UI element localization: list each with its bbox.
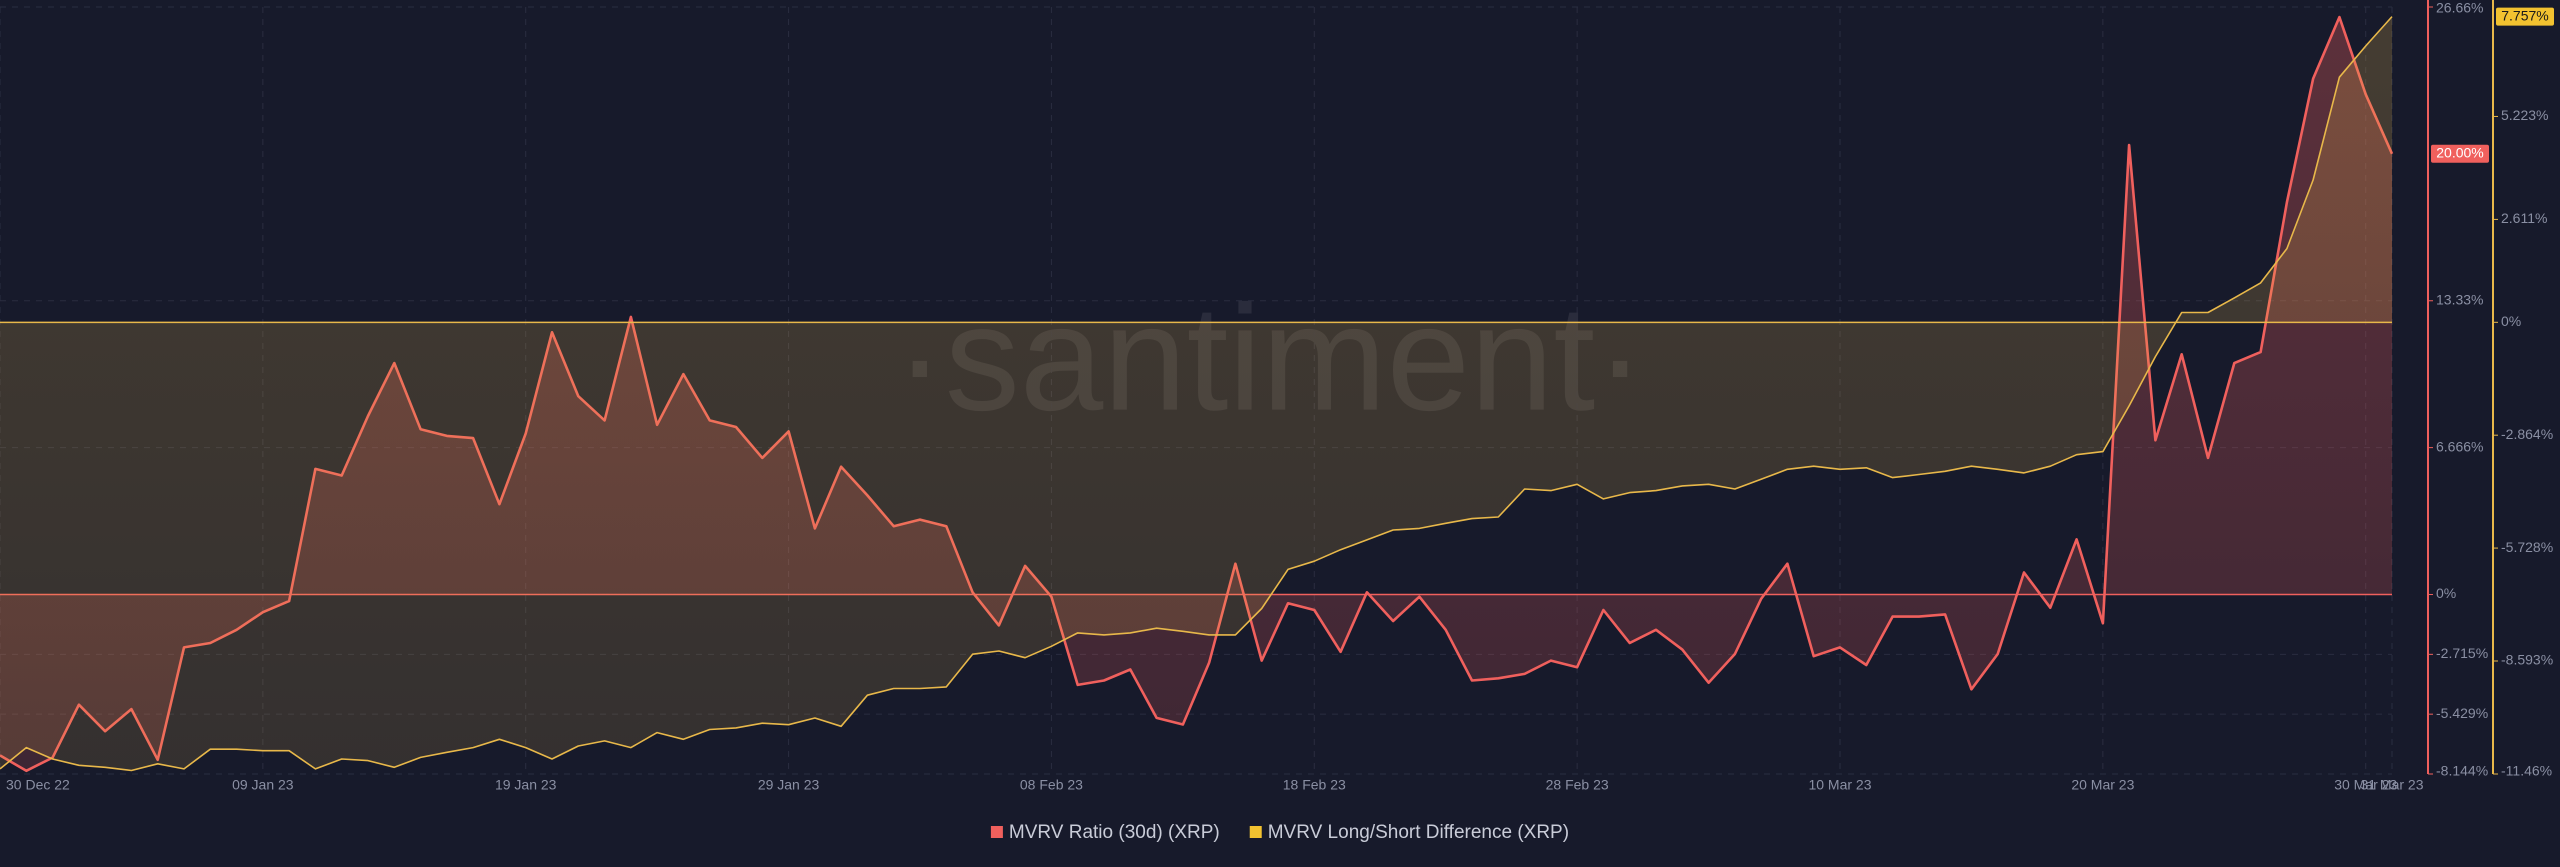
- y2-tick-label: -8.593%: [2501, 652, 2553, 668]
- y-tick-label: 26.66%: [2436, 0, 2483, 16]
- x-tick-label: 30 Mar 23: [2334, 777, 2397, 793]
- x-tick-label: 28 Feb 23: [1546, 777, 1609, 793]
- y-tick-label: 6.666%: [2436, 438, 2483, 454]
- x-tick-label: 30 Dec 22: [6, 777, 70, 793]
- area: [0, 16, 2392, 771]
- x-tick-label: 29 Jan 23: [758, 777, 820, 793]
- legend-item: MVRV Ratio (30d) (XRP): [990, 822, 1220, 843]
- y2-tick-label: 2.611%: [2501, 210, 2547, 226]
- current-value-label: 20.00%: [2436, 144, 2483, 160]
- legend-item: MVRV Long/Short Difference (XRP): [1249, 822, 1569, 843]
- current-value-box: [2431, 144, 2489, 163]
- y2-tick-label: -2.864%: [2501, 426, 2553, 442]
- current-value-label: 7.757%: [2501, 7, 2548, 23]
- y2-tick-label: 0%: [2501, 313, 2521, 329]
- y2-tick-label: -11.46%: [2501, 763, 2552, 779]
- x-tick-label: 10 Mar 23: [1808, 777, 1871, 793]
- legend: MVRV Ratio (30d) (XRP) MVRV Long/Short Di…: [990, 822, 1569, 843]
- current-value-box: [2496, 7, 2554, 26]
- legend-swatch: [1249, 826, 1262, 838]
- y-tick-label: 13.33%: [2436, 291, 2483, 307]
- x-tick-label: 19 Jan 23: [495, 777, 557, 793]
- y-tick-label: 0%: [2436, 585, 2456, 601]
- y2-tick-label: 5.223%: [2501, 107, 2548, 123]
- y2-tick-label: -5.728%: [2501, 539, 2553, 555]
- line: [0, 16, 2393, 772]
- legend-swatch: [990, 826, 1003, 838]
- x-tick-label: 20 Mar 23: [2071, 777, 2134, 793]
- x-tick-label: 09 Jan 23: [232, 777, 294, 793]
- y-tick-label: -2.715%: [2436, 645, 2488, 661]
- x-tick-label: 08 Feb 23: [1020, 777, 1083, 793]
- legend-label: MVRV Ratio (30d) (XRP): [1009, 822, 1220, 843]
- y-tick-label: -8.144%: [2436, 763, 2488, 779]
- legend-label: MVRV Long/Short Difference (XRP): [1268, 822, 1569, 843]
- y-tick-label: -5.429%: [2436, 705, 2488, 721]
- x-tick-label: 18 Feb 23: [1283, 777, 1346, 793]
- x-tick-label: 31 Mar 23: [2360, 777, 2423, 793]
